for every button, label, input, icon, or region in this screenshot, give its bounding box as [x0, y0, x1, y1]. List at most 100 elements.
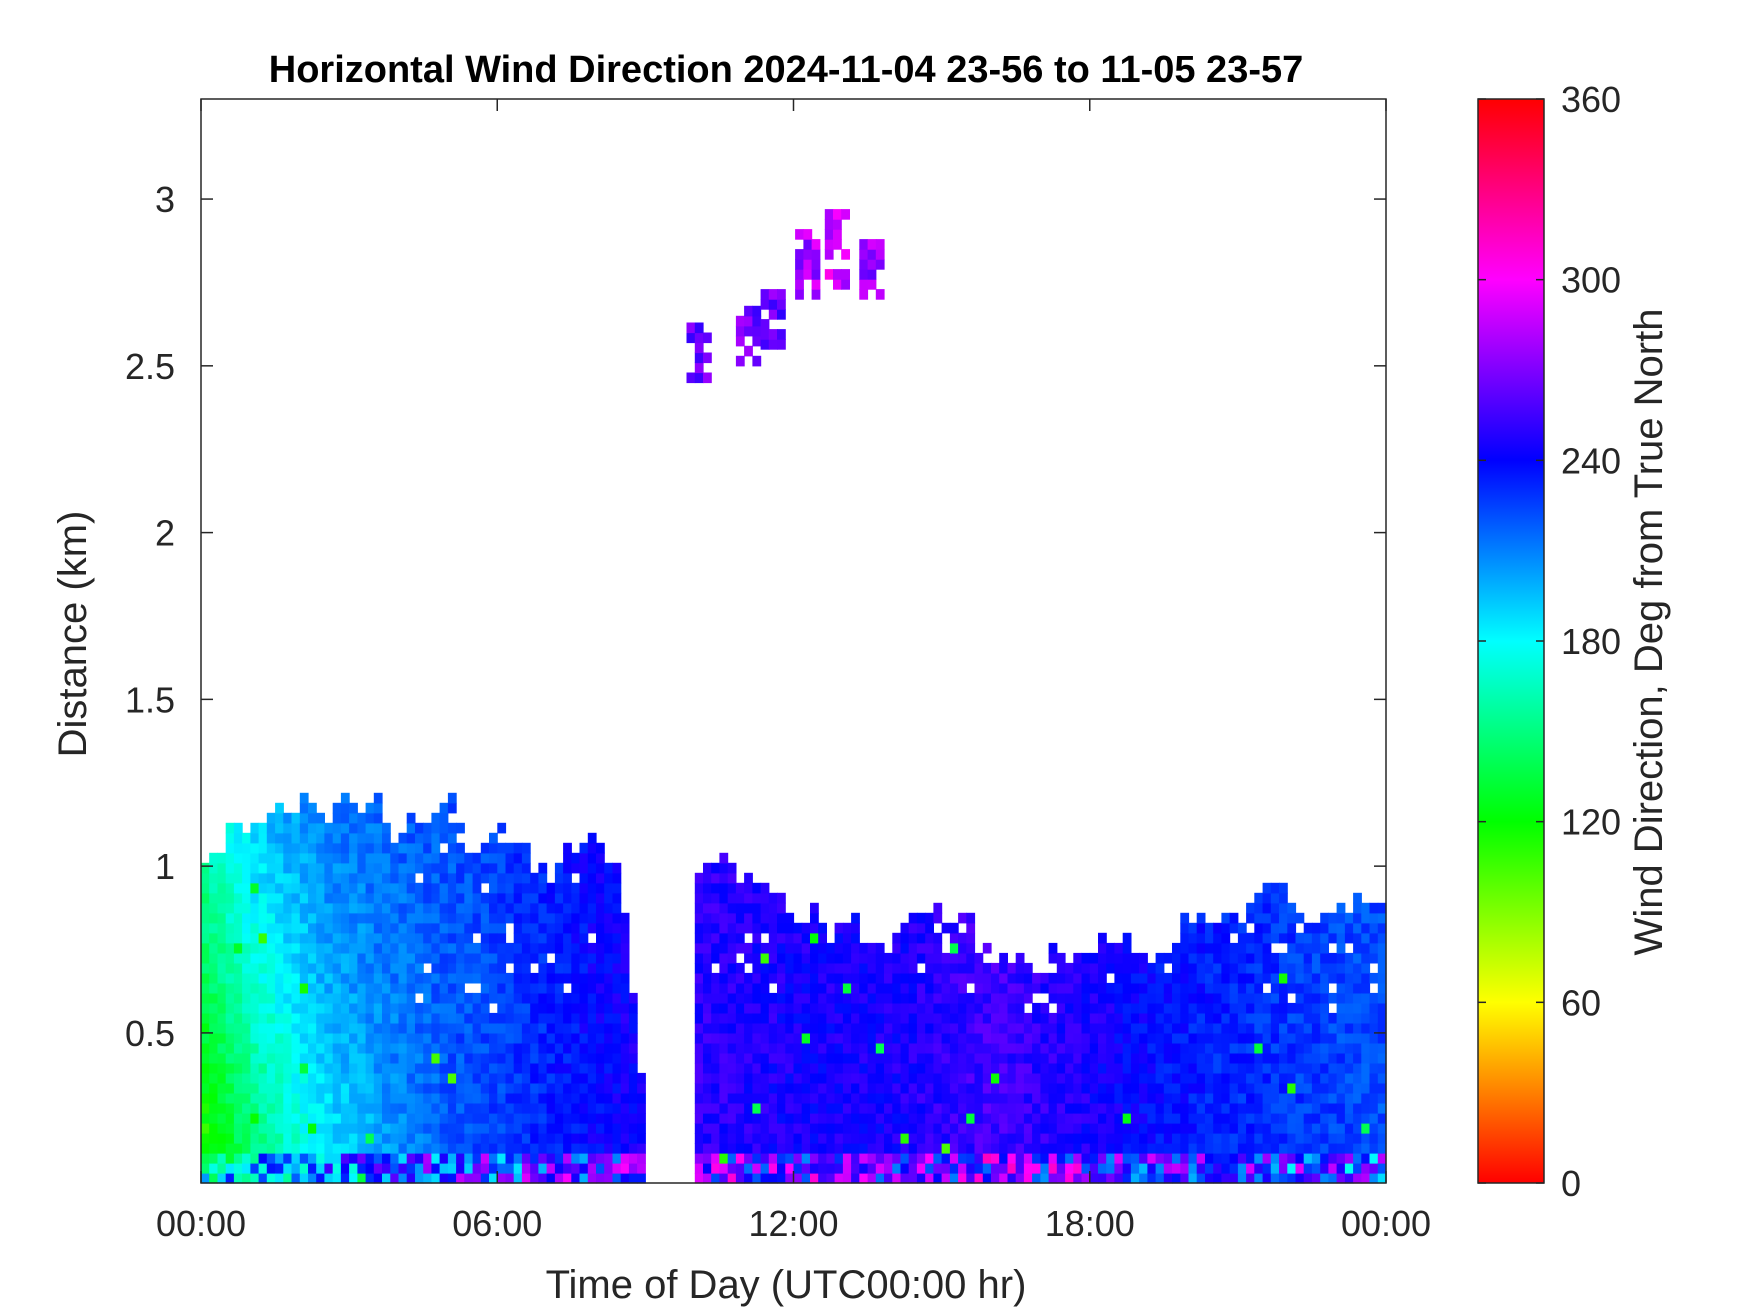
heatmap-cell [941, 1052, 951, 1064]
heatmap-cell [1196, 922, 1206, 934]
heatmap-cell [472, 1082, 482, 1094]
heatmap-cell [373, 922, 383, 934]
heatmap-cell [884, 1103, 893, 1114]
heatmap-cell [456, 1072, 465, 1084]
heatmap-cell [283, 1173, 293, 1184]
heatmap-cell [1279, 992, 1288, 1004]
heatmap-cell [340, 1173, 350, 1184]
heatmap-cell [727, 992, 737, 1004]
heatmap-cell [1328, 1123, 1338, 1134]
heatmap-cell [612, 1143, 622, 1154]
heatmap-cell [900, 1012, 910, 1024]
heatmap-cell [357, 1082, 367, 1094]
heatmap-cell [991, 992, 1000, 1004]
heatmap-cell [1139, 1052, 1148, 1064]
heatmap-cell [283, 872, 293, 884]
heatmap-cell [1056, 962, 1066, 974]
heatmap-cell [456, 852, 465, 864]
heatmap-cell [521, 1052, 531, 1064]
heatmap-cell [727, 1072, 737, 1084]
heatmap-cell [283, 992, 293, 1004]
heatmap-cell [1328, 1143, 1338, 1154]
heatmap-cell [727, 892, 737, 904]
heatmap-cell [365, 852, 375, 864]
heatmap-cell [1237, 1062, 1247, 1074]
heatmap-cell [423, 1062, 432, 1074]
heatmap-cell [242, 922, 251, 934]
heatmap-cell [1114, 1143, 1124, 1154]
heatmap-cell [752, 1022, 762, 1034]
heatmap-cell [1188, 1143, 1198, 1154]
heatmap-cell [1155, 1103, 1165, 1114]
heatmap-cell [308, 832, 317, 844]
heatmap-cell [340, 822, 350, 834]
heatmap-cell [768, 972, 778, 984]
heatmap-cell [1065, 962, 1074, 974]
heatmap-cell [982, 1143, 992, 1154]
heatmap-cell [456, 1002, 465, 1014]
heatmap-cell [415, 882, 424, 894]
heatmap-cell [497, 822, 507, 834]
heatmap-cell [521, 862, 531, 874]
heatmap-cell [612, 1022, 622, 1034]
heatmap-cell [958, 972, 967, 984]
heatmap-cell [275, 862, 284, 874]
heatmap-cell [217, 942, 227, 954]
heatmap-cell [1361, 1022, 1371, 1034]
heatmap-cell [1303, 932, 1313, 944]
heatmap-cell [833, 209, 842, 220]
heatmap-cell [1336, 992, 1346, 1004]
heatmap-cell [201, 1092, 210, 1104]
heatmap-cell [538, 1052, 548, 1064]
heatmap-cell [1361, 912, 1371, 924]
heatmap-cell [982, 942, 992, 954]
heatmap-cell [291, 1042, 301, 1054]
heatmap-cell [1023, 962, 1033, 974]
heatmap-cell [1073, 952, 1083, 964]
heatmap-cell [596, 882, 605, 894]
heatmap-cell [966, 1032, 976, 1044]
heatmap-cell [464, 1052, 474, 1064]
heatmap-cell [900, 1113, 910, 1124]
heatmap-cell [1056, 952, 1066, 964]
heatmap-cell [1073, 1143, 1083, 1154]
heatmap-cell [1130, 1173, 1140, 1184]
heatmap-cell [489, 892, 498, 904]
heatmap-cell [447, 1113, 457, 1124]
heatmap-cell [340, 852, 350, 864]
heatmap-cell [834, 1133, 844, 1144]
heatmap-cell [941, 1042, 951, 1054]
heatmap-cell [406, 912, 416, 924]
heatmap-cell [925, 992, 934, 1004]
heatmap-cell [752, 1082, 762, 1094]
heatmap-cell [283, 842, 293, 854]
heatmap-cell [1065, 1153, 1074, 1164]
heatmap-cell [472, 942, 482, 954]
heatmap-cell [933, 902, 943, 914]
heatmap-cell [406, 942, 416, 954]
heatmap-cell [1303, 972, 1313, 984]
heatmap-cell [431, 972, 441, 984]
heatmap-cell [398, 1153, 408, 1164]
heatmap-cell [439, 1012, 449, 1024]
heatmap-cell [801, 1072, 811, 1084]
heatmap-cell [1336, 1082, 1346, 1094]
heatmap-cell [456, 1022, 465, 1034]
heatmap-cell [1180, 942, 1190, 954]
heatmap-cell [349, 1103, 358, 1114]
heatmap-cell [472, 852, 482, 864]
heatmap-cell [1081, 972, 1091, 984]
heatmap-cell [439, 882, 449, 894]
heatmap-cell [398, 1042, 408, 1054]
heatmap-cell [489, 1012, 498, 1024]
heatmap-cell [803, 269, 813, 280]
heatmap-cell [867, 279, 877, 290]
heatmap-cell [505, 982, 515, 994]
heatmap-cell [587, 892, 597, 904]
heatmap-cell [472, 882, 482, 894]
heatmap-cell [604, 1153, 613, 1164]
heatmap-cell [291, 1092, 301, 1104]
heatmap-cell [1320, 1123, 1329, 1134]
heatmap-cell [1303, 1123, 1313, 1134]
heatmap-cell [811, 259, 821, 270]
